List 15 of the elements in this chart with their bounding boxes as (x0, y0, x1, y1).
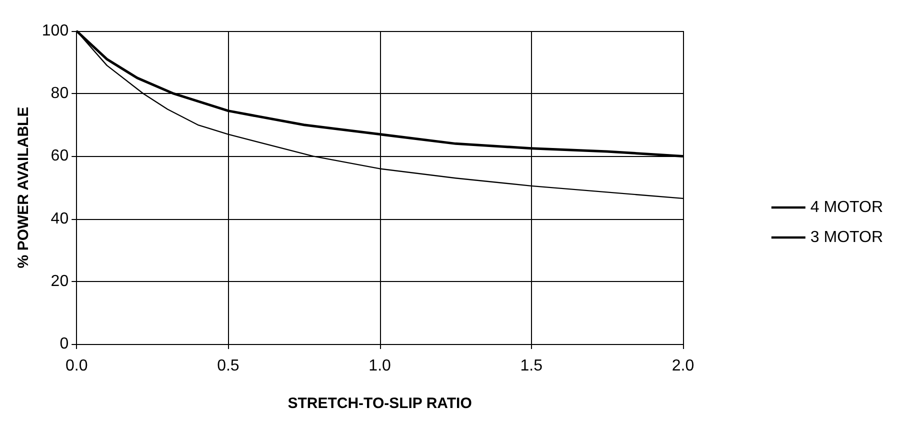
y-tick-label: 100 (42, 22, 69, 40)
x-tick-label: 0.5 (217, 358, 240, 374)
x-tick-label: 1.0 (368, 358, 392, 374)
y-tick-label: 40 (50, 210, 69, 228)
legend-label: 4 MOTOR (810, 199, 884, 216)
y-tick-label: 20 (50, 272, 69, 290)
y-axis-title: % POWER AVAILABLE (15, 106, 32, 268)
x-axis-title: STRETCH-TO-SLIP RATIO (288, 395, 472, 412)
y-tick-label: 0 (60, 336, 69, 352)
y-tick-label: 60 (50, 148, 69, 165)
x-tick-label: 1.5 (520, 358, 543, 374)
legend-label: 3 MOTOR (810, 229, 884, 246)
x-tick-label: 2.0 (672, 358, 694, 374)
y-tick-label: 80 (50, 85, 69, 102)
x-tick-label: 0.0 (65, 358, 88, 374)
